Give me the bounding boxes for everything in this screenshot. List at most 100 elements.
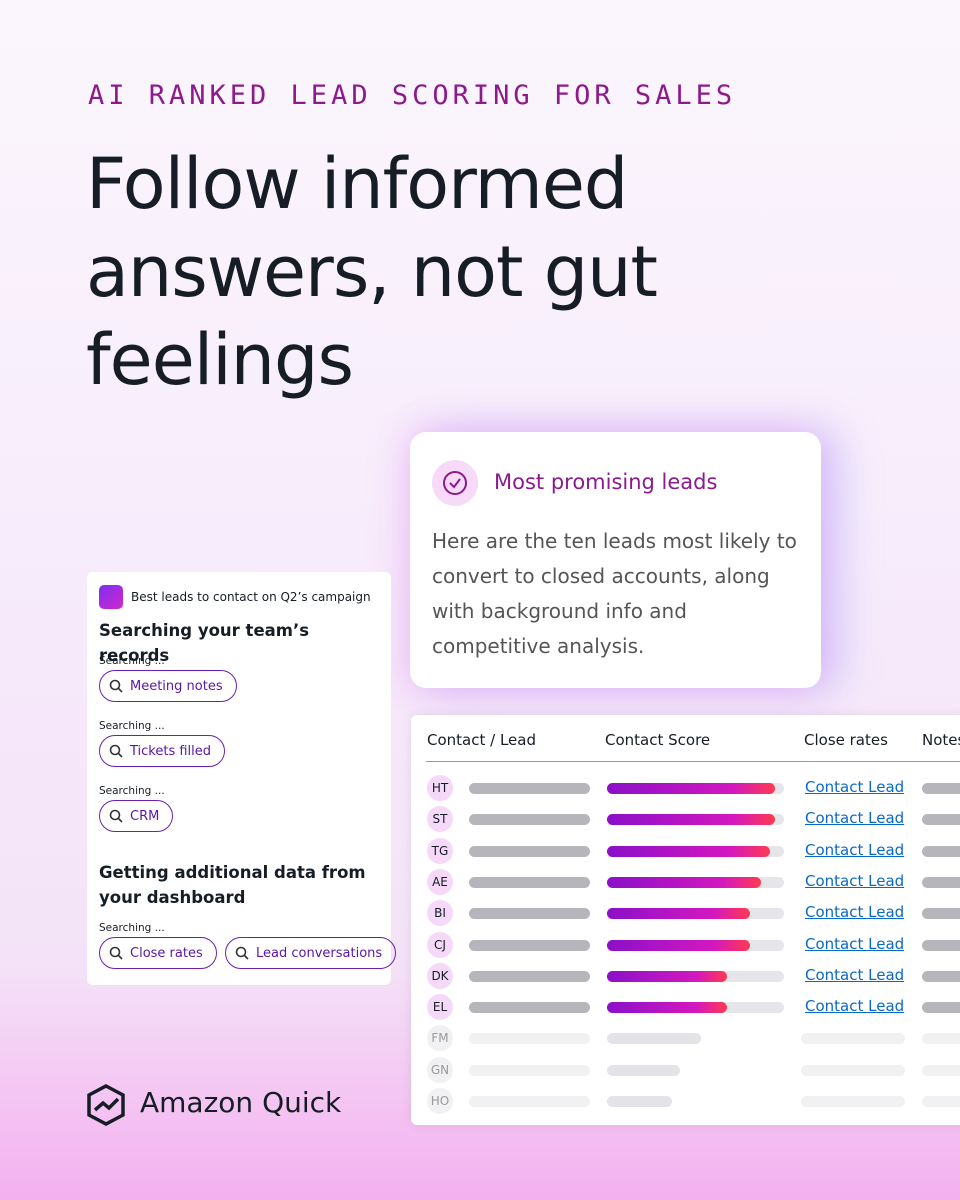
step-label: Searching ... (99, 720, 165, 732)
column-header: Close rates (804, 731, 888, 749)
initials-badge: HO (427, 1088, 453, 1114)
notes-placeholder (922, 783, 960, 794)
name-placeholder (469, 1096, 590, 1107)
score-bar (607, 845, 770, 857)
initials-badge: TG (427, 837, 453, 864)
headline-line: answers, not gut (86, 231, 658, 313)
name-placeholder (469, 783, 590, 794)
card-body: Here are the ten leads most likely to co… (432, 529, 797, 658)
contact-link[interactable]: Contact Lead (805, 871, 905, 890)
initials-badge: ST (427, 806, 453, 833)
contact-link[interactable]: Contact Lead (805, 809, 905, 828)
table-row: BI Contact Lead (411, 715, 960, 1125)
score-track (607, 814, 784, 826)
chip-icon (109, 946, 123, 960)
score-bar (607, 1033, 701, 1045)
source-chip[interactable]: Tickets filled (99, 735, 226, 767)
chip-icon (109, 809, 123, 823)
brand-logo (87, 1084, 125, 1126)
source-chip[interactable]: Lead conversations (225, 937, 397, 969)
notes-placeholder (922, 908, 960, 920)
name-placeholder (469, 908, 590, 920)
score-track (607, 970, 784, 982)
name-placeholder (469, 876, 590, 888)
section-heading: Searching your team’s records (99, 621, 310, 665)
step-label: Searching ... (99, 922, 165, 934)
name-placeholder (469, 970, 590, 982)
score-track (607, 1064, 784, 1076)
chip-icon (109, 679, 123, 693)
notes-placeholder (922, 970, 960, 982)
score-bar (607, 783, 776, 794)
score-track (607, 1096, 784, 1107)
contact-link[interactable]: Contact Lead (805, 965, 905, 984)
name-placeholder (469, 814, 590, 826)
contact-link[interactable]: Contact Lead (805, 934, 905, 953)
source-chip[interactable]: Close rates (99, 937, 217, 969)
notes-placeholder (922, 876, 960, 888)
contact-link[interactable]: Contact Lead (805, 903, 905, 922)
leads-table: Contact / Lead Contact Score Close rates No… (411, 715, 960, 1125)
score-bar (607, 814, 776, 826)
contact-link[interactable]: Contact Lead (805, 778, 905, 796)
initials-badge: DK (427, 962, 453, 989)
score-track (607, 845, 784, 857)
score-track (607, 908, 784, 920)
headline-line: Follow informed (86, 143, 628, 225)
notes-placeholder (922, 814, 960, 826)
brand-name: Amazon Quick (140, 1086, 342, 1119)
check-svg (443, 471, 467, 495)
initials-badge: AE (427, 868, 453, 895)
link-placeholder (801, 1033, 905, 1045)
score-bar (607, 1096, 673, 1107)
name-placeholder (469, 1033, 590, 1045)
prompt-icon (99, 585, 123, 609)
prompt: Best leads to contact on Q2’s campaign (131, 590, 371, 604)
header-rule (426, 761, 960, 762)
initials-badge: HT (427, 775, 453, 801)
step-label: Searching ... (99, 785, 165, 797)
result-card: Most promising leads Here are the ten le… (410, 432, 821, 688)
search-panel: Best leads to contact on Q2’s campaign S… (87, 572, 397, 985)
column-header: Notes (922, 731, 960, 749)
source-chip[interactable]: CRM (99, 800, 174, 832)
headline-line: feelings (86, 319, 354, 401)
name-placeholder (469, 939, 590, 951)
chip-icon (109, 744, 123, 758)
score-bar (607, 970, 728, 982)
link-placeholder (801, 1064, 905, 1076)
name-placeholder (469, 1064, 590, 1076)
notes-placeholder (922, 1064, 960, 1076)
initials-badge: BI (427, 900, 453, 927)
name-placeholder (469, 845, 590, 857)
notes-placeholder (922, 1033, 960, 1045)
link-placeholder (801, 1096, 905, 1107)
source-chip[interactable]: Meeting notes (99, 670, 237, 702)
eyebrow: AI RANKED LEAD SCORING FOR SALES (88, 80, 737, 111)
score-bar (607, 876, 761, 888)
contact-link[interactable]: Contact Lead (805, 997, 905, 1016)
score-bar (607, 1064, 680, 1076)
contact-link[interactable]: Contact Lead (805, 840, 905, 859)
name-placeholder (469, 1002, 590, 1014)
score-bar (607, 908, 751, 920)
chip-icon (235, 946, 249, 960)
score-bar (607, 1002, 728, 1014)
score-bar (607, 939, 751, 951)
notes-placeholder (922, 939, 960, 951)
notes-placeholder (922, 845, 960, 857)
score-track (607, 876, 784, 888)
column-header: Contact / Lead (427, 731, 536, 749)
initials-badge: FM (427, 1025, 453, 1052)
column-header: Contact Score (605, 731, 711, 749)
score-track (607, 783, 784, 794)
section-heading: Getting additional data from your dashbo… (99, 863, 366, 907)
card-title: Most promising leads (494, 470, 718, 494)
score-track (607, 1033, 784, 1045)
notes-placeholder (922, 1096, 960, 1107)
check-icon (432, 460, 478, 506)
step-label: Searching ... (99, 655, 165, 667)
initials-badge: EL (427, 994, 453, 1021)
initials-badge: CJ (427, 931, 453, 958)
